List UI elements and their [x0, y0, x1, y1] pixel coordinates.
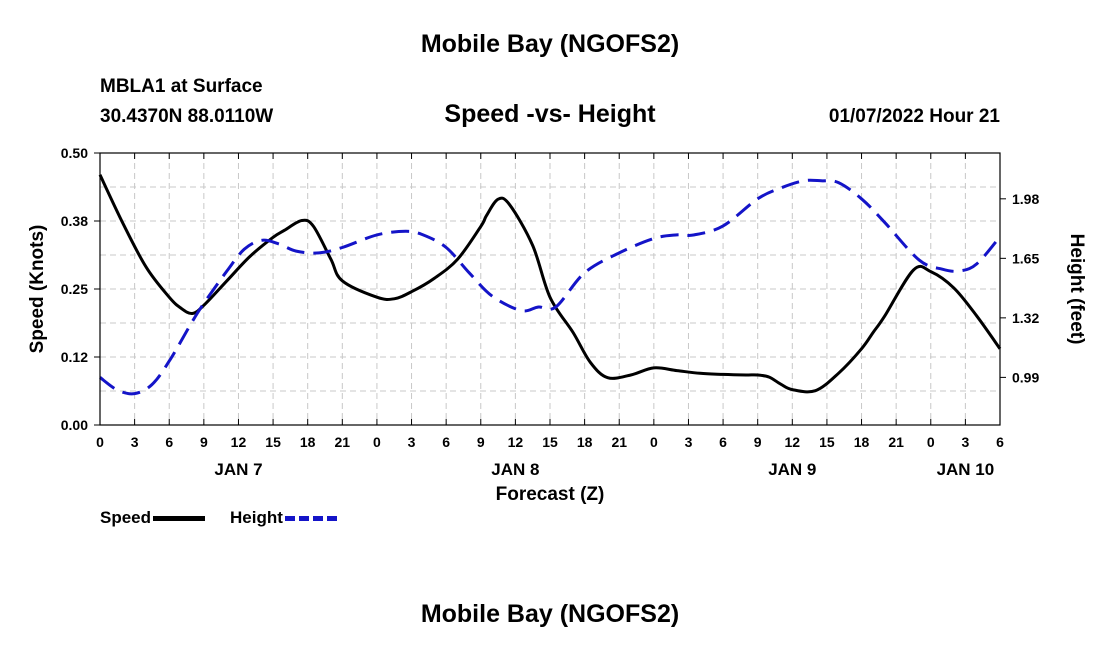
x-tick-label: 6 [165, 434, 173, 450]
x-tick-label: 0 [650, 434, 658, 450]
y2-tick-label: 1.98 [1012, 191, 1039, 207]
x-tick-label: 12 [785, 434, 801, 450]
x-tick-label: 3 [131, 434, 139, 450]
chart-title-bottom: Mobile Bay (NGOFS2) [420, 600, 680, 628]
y-axis-title: Speed (Knots) [27, 225, 48, 354]
y2-tick-label: 1.65 [1012, 250, 1039, 266]
x-tick-label: 3 [685, 434, 693, 450]
y2-axis-title: Height (feet) [1066, 234, 1087, 345]
legend-speed: Speed [100, 508, 206, 528]
legend-height-label: Height [230, 508, 283, 527]
axis-layer: 0 3 6 9 12 15 18 21 0 3 6 9 12 15 18 21 0 3 6 9 12 15 18 21 0 3 6 0… [27, 145, 1087, 505]
x-tick-label: 18 [577, 434, 593, 450]
x-tick-label: 0 [927, 434, 935, 450]
x-tick-label: 0 [373, 434, 381, 450]
y-tick-label: 0.12 [61, 349, 88, 365]
chart-subtitle: Speed -vs- Height [444, 100, 656, 128]
x-tick-label: 15 [819, 434, 835, 450]
date-label: JAN 8 [491, 460, 539, 479]
x-tick-label: 9 [477, 434, 485, 450]
legend-height: Height [230, 508, 337, 528]
station-coords: 30.4370N 88.0110W [100, 106, 274, 127]
x-tick-label: 21 [335, 434, 351, 450]
date-label: JAN 10 [937, 460, 995, 479]
x-tick-label: 6 [442, 434, 450, 450]
series-line-speed [98, 174, 1002, 394]
forecast-timestamp: 01/07/2022 Hour 21 [828, 106, 1000, 127]
x-tick-label: 6 [996, 434, 1004, 450]
y-tick-label: 0.25 [61, 281, 88, 297]
grid-layer [100, 153, 1000, 425]
x-tick-label: 12 [508, 434, 524, 450]
legend-height-swatch [284, 515, 337, 521]
legend-speed-label: Speed [100, 508, 152, 527]
x-tick-label: 6 [719, 434, 727, 450]
x-tick-label: 0 [96, 434, 104, 450]
chart-title-top: Mobile Bay (NGOFS2) [420, 30, 680, 58]
date-label: JAN 9 [768, 460, 816, 479]
x-tick-label: 15 [542, 434, 558, 450]
x-tick-label: 3 [961, 434, 969, 450]
y2-tick-label: 0.99 [1012, 369, 1039, 385]
y-tick-label: 0.50 [61, 145, 88, 161]
date-label: JAN 7 [214, 460, 262, 479]
x-tick-label: 9 [200, 434, 208, 450]
x-tick-label: 3 [408, 434, 416, 450]
x-tick-label: 21 [888, 434, 904, 450]
y-tick-label: 0.00 [61, 417, 88, 433]
x-tick-label: 21 [611, 434, 627, 450]
x-tick-label: 15 [265, 434, 281, 450]
y2-tick-label: 1.32 [1012, 310, 1039, 326]
x-axis-title: Forecast (Z) [496, 484, 605, 505]
y-tick-label: 0.38 [61, 213, 88, 229]
x-tick-label: 9 [754, 434, 762, 450]
series-line-height [99, 178, 1002, 396]
legend-speed-swatch [153, 515, 206, 521]
station-label: MBLA1 at Surface [100, 76, 263, 97]
series-layer [98, 174, 1002, 396]
x-tick-label: 18 [300, 434, 316, 450]
x-tick-label: 12 [231, 434, 247, 450]
x-tick-label: 18 [854, 434, 870, 450]
